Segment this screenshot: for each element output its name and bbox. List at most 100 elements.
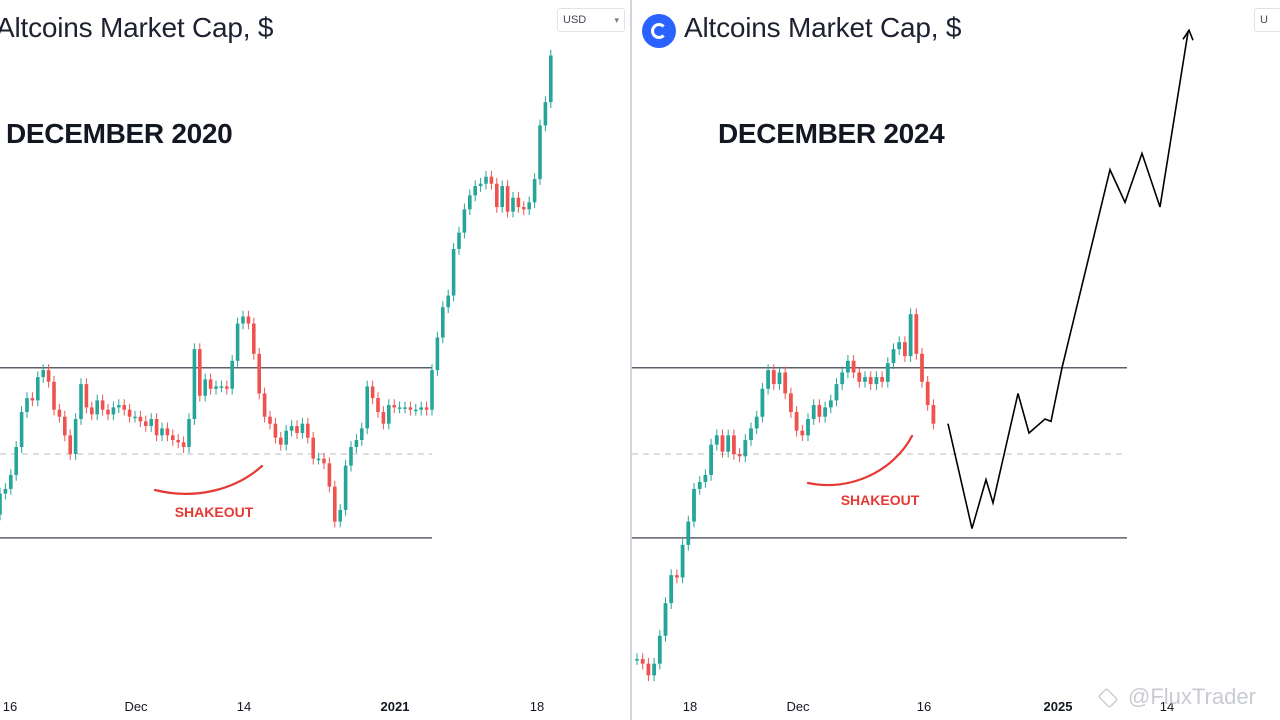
candle bbox=[806, 419, 810, 436]
candle bbox=[846, 360, 850, 373]
candle bbox=[327, 463, 332, 487]
candle bbox=[122, 405, 126, 410]
candle bbox=[549, 55, 553, 103]
candle bbox=[90, 407, 94, 415]
candle bbox=[381, 412, 386, 424]
shakeout-curve bbox=[153, 464, 264, 495]
candle bbox=[333, 486, 337, 522]
candle bbox=[851, 360, 856, 373]
candle bbox=[252, 323, 256, 354]
candle bbox=[208, 379, 213, 389]
exchange-logo-icon bbox=[642, 14, 676, 48]
candle bbox=[489, 176, 494, 184]
candle bbox=[771, 370, 776, 385]
candle bbox=[165, 428, 170, 436]
candle bbox=[311, 437, 315, 459]
candle bbox=[230, 360, 234, 389]
candle bbox=[100, 400, 105, 410]
candle bbox=[714, 435, 719, 445]
x-tick-label: 18 bbox=[530, 699, 544, 714]
candle bbox=[160, 428, 164, 436]
candle bbox=[322, 458, 326, 464]
candle bbox=[686, 521, 691, 545]
candle bbox=[697, 481, 702, 489]
candle bbox=[652, 663, 656, 676]
currency-selector[interactable]: U bbox=[1254, 8, 1280, 32]
chevron-down-icon: ▾ bbox=[614, 14, 619, 25]
candle bbox=[794, 412, 799, 431]
candle bbox=[920, 353, 924, 382]
candle bbox=[435, 337, 440, 371]
candle bbox=[441, 307, 445, 338]
candle bbox=[57, 409, 62, 417]
candle bbox=[726, 435, 731, 452]
candle bbox=[857, 372, 862, 382]
candle bbox=[268, 416, 272, 424]
x-tick-label: 14 bbox=[237, 699, 251, 714]
candle bbox=[79, 384, 83, 420]
currency-label: USD bbox=[563, 14, 587, 26]
candle bbox=[657, 635, 662, 664]
candle bbox=[931, 405, 936, 424]
candle bbox=[46, 370, 51, 382]
candle bbox=[811, 405, 816, 420]
candle bbox=[543, 102, 548, 126]
candle bbox=[41, 370, 45, 378]
candle bbox=[370, 386, 375, 399]
candle bbox=[9, 474, 13, 489]
candle bbox=[669, 575, 674, 604]
candle bbox=[95, 400, 99, 415]
candle bbox=[777, 372, 782, 385]
candle bbox=[30, 398, 35, 401]
candle bbox=[338, 509, 342, 522]
candle bbox=[203, 379, 207, 396]
candle bbox=[446, 295, 450, 308]
candle bbox=[891, 349, 896, 364]
candle bbox=[403, 407, 407, 409]
candle bbox=[235, 323, 240, 361]
candle bbox=[538, 125, 542, 180]
candle bbox=[192, 349, 197, 420]
currency-selector[interactable]: USD ▾ bbox=[557, 8, 625, 32]
candle bbox=[52, 381, 56, 410]
candle bbox=[36, 377, 40, 401]
candle bbox=[273, 423, 278, 438]
watermark: @FluxTrader bbox=[1096, 684, 1256, 710]
candle bbox=[289, 426, 294, 431]
chart-2020[interactable]: SHAKEOUT 16 Dec 14 2021 18 bbox=[0, 0, 630, 720]
candle bbox=[284, 430, 288, 445]
candle bbox=[766, 370, 770, 389]
candle bbox=[754, 416, 759, 429]
candle bbox=[106, 409, 110, 415]
candle bbox=[187, 419, 191, 447]
candle bbox=[360, 428, 364, 441]
shakeout-label: SHAKEOUT bbox=[841, 492, 920, 508]
candle bbox=[640, 659, 645, 664]
candle bbox=[457, 232, 461, 249]
candle bbox=[680, 544, 685, 578]
x-tick-label: 16 bbox=[3, 699, 17, 714]
candle bbox=[279, 437, 283, 445]
candle bbox=[349, 447, 353, 466]
candle bbox=[306, 423, 310, 438]
candle bbox=[68, 435, 72, 454]
candle bbox=[414, 409, 418, 412]
candle bbox=[408, 407, 413, 410]
candle bbox=[25, 398, 29, 413]
candle bbox=[468, 195, 472, 210]
candle bbox=[800, 430, 805, 436]
candle bbox=[823, 407, 827, 417]
candle bbox=[532, 179, 537, 203]
candle bbox=[737, 453, 742, 457]
chart-title: Altcoins Market Cap, $ bbox=[0, 12, 274, 43]
chart-2024[interactable]: 260 B240 B220 B200 B180 B160 B140 B120 B… bbox=[632, 0, 1280, 720]
candle bbox=[3, 488, 8, 494]
candle bbox=[495, 183, 499, 208]
candle bbox=[732, 435, 736, 454]
candle bbox=[246, 316, 251, 324]
candle bbox=[295, 426, 299, 434]
candle bbox=[709, 444, 713, 475]
candle bbox=[473, 186, 477, 196]
projection-arrowhead bbox=[1182, 28, 1194, 41]
x-tick-label: 2021 bbox=[381, 699, 410, 714]
